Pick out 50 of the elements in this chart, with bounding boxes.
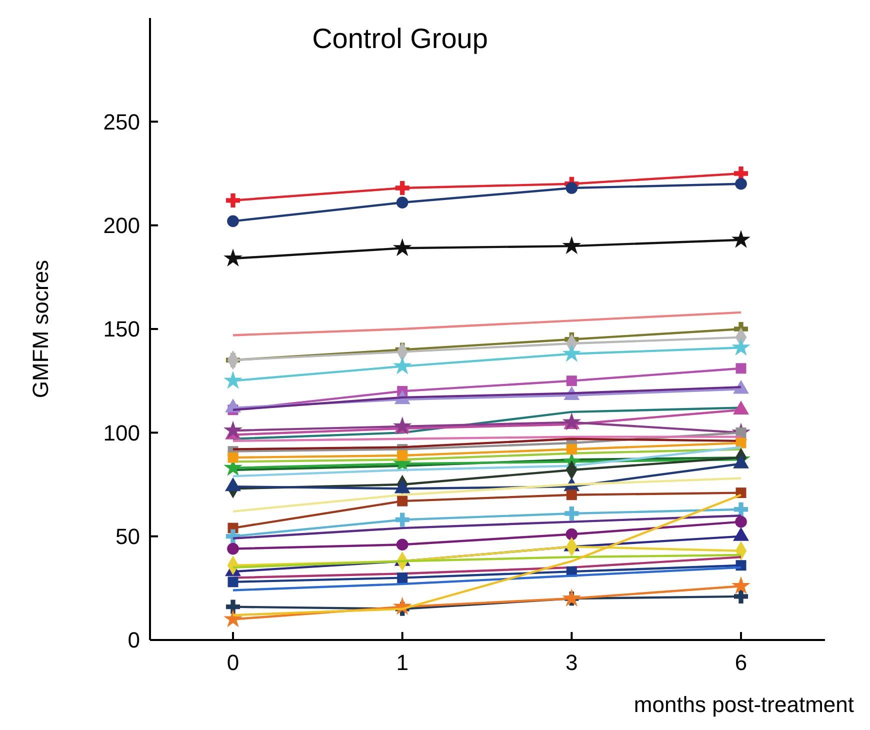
point xyxy=(562,412,582,430)
point xyxy=(566,444,577,454)
point xyxy=(736,363,746,374)
point xyxy=(396,538,408,551)
point xyxy=(732,576,750,594)
point xyxy=(226,193,240,208)
point xyxy=(566,182,578,194)
point xyxy=(734,589,748,604)
y-tick-label: 0 xyxy=(128,628,140,653)
point xyxy=(735,178,747,190)
point xyxy=(734,502,748,516)
y-tick-label: 50 xyxy=(116,524,140,550)
point xyxy=(395,180,410,196)
point xyxy=(228,452,238,463)
point xyxy=(228,576,238,588)
point xyxy=(562,344,582,362)
y-axis-title: GMFM socres xyxy=(28,260,53,398)
point xyxy=(396,196,408,208)
point xyxy=(226,600,240,614)
point xyxy=(566,490,577,500)
point xyxy=(227,542,239,555)
point xyxy=(224,248,242,267)
y-tick-label: 100 xyxy=(103,420,140,446)
point xyxy=(395,512,410,527)
point xyxy=(392,356,412,374)
y-tick-label: 150 xyxy=(103,316,140,342)
y-tick-label: 200 xyxy=(103,213,140,238)
point xyxy=(732,230,750,248)
point xyxy=(566,528,578,540)
point xyxy=(735,516,747,528)
point xyxy=(564,506,579,521)
point xyxy=(224,370,242,389)
point xyxy=(224,420,242,439)
point xyxy=(392,238,412,256)
x-tick-label: 3 xyxy=(566,650,578,675)
chart-title: Control Group xyxy=(312,23,488,54)
point xyxy=(566,376,577,386)
point xyxy=(397,496,408,506)
x-tick-label: 1 xyxy=(396,650,408,675)
point xyxy=(732,338,750,356)
point xyxy=(397,572,408,584)
x-tick-label: 6 xyxy=(734,650,748,675)
point xyxy=(227,215,239,228)
x-axis-title: months post-treatment xyxy=(634,692,854,717)
point xyxy=(224,609,242,628)
point xyxy=(397,450,408,461)
point xyxy=(562,236,582,254)
x-tick-label: 0 xyxy=(226,650,240,675)
y-tick-label: 250 xyxy=(103,109,140,134)
line-series xyxy=(232,311,742,336)
